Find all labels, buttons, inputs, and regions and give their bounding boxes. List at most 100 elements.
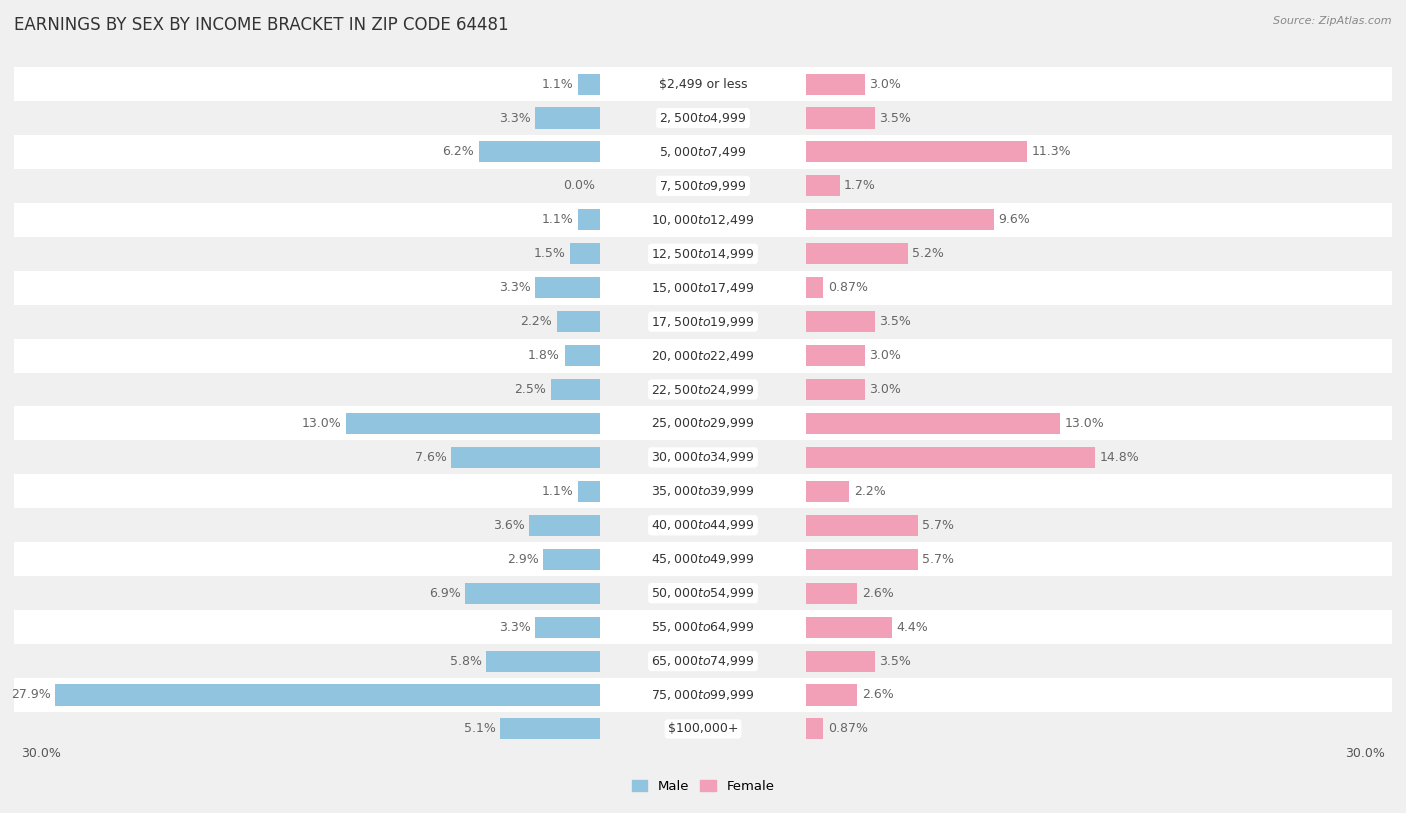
Text: $40,000 to $44,999: $40,000 to $44,999 [651, 519, 755, 533]
Bar [807, 719, 824, 740]
Text: 1.1%: 1.1% [541, 213, 574, 226]
Bar [14, 67, 1392, 101]
Text: 2.5%: 2.5% [515, 383, 547, 396]
Bar [14, 203, 1392, 237]
Text: 6.9%: 6.9% [429, 587, 460, 600]
Text: 3.5%: 3.5% [879, 111, 911, 124]
Text: 5.8%: 5.8% [450, 654, 482, 667]
Text: 1.7%: 1.7% [844, 180, 876, 193]
Bar [578, 480, 599, 502]
Bar [14, 474, 1392, 508]
Bar [501, 719, 599, 740]
Text: 1.8%: 1.8% [529, 349, 560, 362]
Text: 2.2%: 2.2% [520, 315, 553, 328]
Bar [14, 508, 1392, 542]
Text: $2,500 to $4,999: $2,500 to $4,999 [659, 111, 747, 125]
Bar [578, 73, 599, 94]
Bar [14, 169, 1392, 203]
Text: $45,000 to $49,999: $45,000 to $49,999 [651, 552, 755, 566]
Text: 1.5%: 1.5% [534, 247, 565, 260]
Text: 0.0%: 0.0% [562, 180, 595, 193]
Text: $75,000 to $99,999: $75,000 to $99,999 [651, 688, 755, 702]
Text: EARNINGS BY SEX BY INCOME BRACKET IN ZIP CODE 64481: EARNINGS BY SEX BY INCOME BRACKET IN ZIP… [14, 16, 509, 34]
Text: 27.9%: 27.9% [11, 689, 51, 702]
Text: 7.6%: 7.6% [415, 451, 447, 464]
Bar [807, 447, 1095, 468]
Text: 0.87%: 0.87% [828, 723, 868, 736]
Bar [807, 243, 908, 264]
Bar [565, 345, 599, 366]
Bar [807, 209, 994, 230]
Bar [478, 141, 599, 163]
Bar [14, 576, 1392, 610]
Text: 14.8%: 14.8% [1099, 451, 1140, 464]
Bar [14, 542, 1392, 576]
Text: Source: ZipAtlas.com: Source: ZipAtlas.com [1274, 16, 1392, 26]
Text: 3.6%: 3.6% [494, 519, 524, 532]
Bar [14, 339, 1392, 372]
Bar [578, 209, 599, 230]
Text: 3.5%: 3.5% [879, 654, 911, 667]
Text: 13.0%: 13.0% [301, 417, 342, 430]
Text: 2.9%: 2.9% [506, 553, 538, 566]
Bar [451, 447, 599, 468]
Text: 5.2%: 5.2% [912, 247, 945, 260]
Bar [14, 372, 1392, 406]
Text: 13.0%: 13.0% [1064, 417, 1105, 430]
Bar [551, 379, 599, 400]
Bar [14, 712, 1392, 746]
Bar [807, 73, 865, 94]
Bar [807, 650, 875, 672]
Text: 6.2%: 6.2% [443, 146, 474, 159]
Bar [14, 135, 1392, 169]
Text: 3.5%: 3.5% [879, 315, 911, 328]
Bar [571, 243, 599, 264]
Text: 9.6%: 9.6% [998, 213, 1031, 226]
Bar [807, 549, 918, 570]
Text: $50,000 to $54,999: $50,000 to $54,999 [651, 586, 755, 600]
Text: 5.7%: 5.7% [922, 519, 955, 532]
Bar [14, 271, 1392, 305]
Bar [543, 549, 599, 570]
Text: $100,000+: $100,000+ [668, 723, 738, 736]
Text: 3.3%: 3.3% [499, 620, 530, 633]
Bar [486, 650, 599, 672]
Text: $10,000 to $12,499: $10,000 to $12,499 [651, 213, 755, 227]
Bar [536, 277, 599, 298]
Bar [807, 616, 893, 637]
Text: 5.7%: 5.7% [922, 553, 955, 566]
Bar [14, 305, 1392, 339]
Bar [807, 345, 865, 366]
Bar [807, 107, 875, 128]
Bar [807, 141, 1026, 163]
Text: $2,499 or less: $2,499 or less [659, 77, 747, 90]
Text: $15,000 to $17,499: $15,000 to $17,499 [651, 280, 755, 294]
Text: 2.2%: 2.2% [853, 485, 886, 498]
Text: $12,500 to $14,999: $12,500 to $14,999 [651, 247, 755, 261]
Bar [807, 583, 858, 604]
Text: $65,000 to $74,999: $65,000 to $74,999 [651, 654, 755, 668]
Bar [14, 678, 1392, 712]
Bar [807, 515, 918, 536]
Bar [536, 616, 599, 637]
Text: 5.1%: 5.1% [464, 723, 495, 736]
Bar [807, 277, 824, 298]
Bar [536, 107, 599, 128]
Bar [807, 311, 875, 333]
Text: $55,000 to $64,999: $55,000 to $64,999 [651, 620, 755, 634]
Text: 3.3%: 3.3% [499, 111, 530, 124]
Bar [807, 379, 865, 400]
Text: $17,500 to $19,999: $17,500 to $19,999 [651, 315, 755, 328]
Bar [465, 583, 599, 604]
Text: 30.0%: 30.0% [1346, 747, 1385, 760]
Text: $7,500 to $9,999: $7,500 to $9,999 [659, 179, 747, 193]
Bar [346, 413, 599, 434]
Text: $20,000 to $22,499: $20,000 to $22,499 [651, 349, 755, 363]
Bar [557, 311, 599, 333]
Bar [14, 644, 1392, 678]
Text: 3.3%: 3.3% [499, 281, 530, 294]
Text: 1.1%: 1.1% [541, 77, 574, 90]
Text: 1.1%: 1.1% [541, 485, 574, 498]
Bar [14, 237, 1392, 271]
Text: 30.0%: 30.0% [21, 747, 60, 760]
